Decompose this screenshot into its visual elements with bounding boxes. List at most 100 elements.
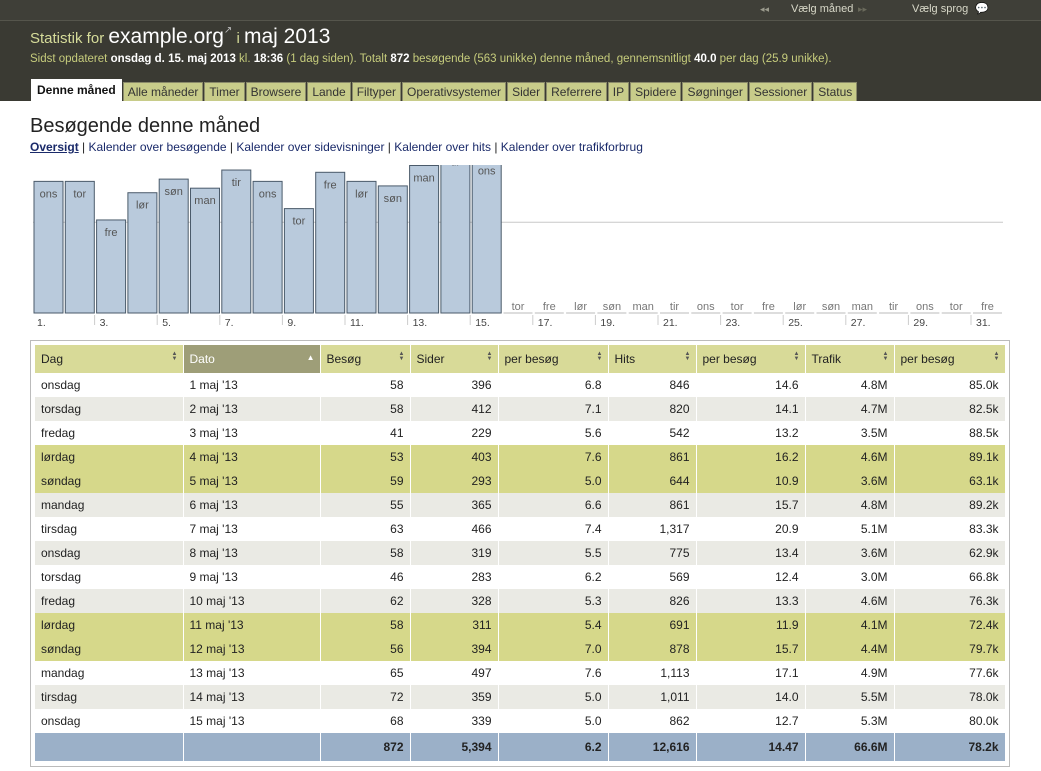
sort-icon[interactable]: ▲▼: [596, 351, 603, 361]
table-cell: onsdag: [35, 373, 184, 397]
table-cell: 11 maj '13: [183, 613, 321, 637]
column-header[interactable]: Dag ▲▼: [35, 345, 184, 373]
subnav-kalender-trafik[interactable]: Kalender over trafikforbrug: [500, 140, 643, 154]
table-cell: 6.8: [498, 373, 609, 397]
subnav-kalender-hits[interactable]: Kalender over hits: [394, 140, 491, 154]
table-cell: 16.2: [696, 445, 806, 469]
tab-timer[interactable]: Timer: [204, 82, 245, 101]
sort-icon[interactable]: ▲▼: [486, 351, 493, 361]
tab-denne-maned[interactable]: Denne måned: [31, 79, 122, 101]
table-cell: 62.9k: [894, 541, 1006, 565]
column-header[interactable]: per besøg ▲▼: [498, 345, 609, 373]
table-cell: 396: [410, 373, 499, 397]
speech-bubble-icon[interactable]: 💬: [975, 3, 989, 15]
table-cell: 7.1: [498, 397, 609, 421]
sort-icon[interactable]: ▲▼: [684, 351, 691, 361]
x-tick-label: 15.: [475, 317, 490, 329]
column-header-label: per besøg: [702, 352, 757, 366]
table-cell: 3.0M: [805, 565, 895, 589]
external-link-icon[interactable]: ↗: [223, 25, 233, 36]
table-cell: 12.4: [696, 565, 806, 589]
bar-day-label: søn: [603, 301, 621, 313]
table-row: lørdag 11 maj '13 58 311 5.4 691 11.9 4.1M 72.4k: [35, 613, 1006, 637]
tab-referrere[interactable]: Referrere: [546, 82, 607, 101]
table-cell: 862: [608, 709, 697, 733]
tab-operativsystemer[interactable]: Operativsystemer: [402, 82, 507, 101]
table-cell: 65: [320, 661, 411, 685]
table-cell: mandag: [35, 661, 184, 685]
bar-day-label: lør: [793, 301, 806, 313]
table-cell: 328: [410, 589, 499, 613]
total-cell: 78.2k: [894, 733, 1006, 761]
table-cell: 46: [320, 565, 411, 589]
tab-sogninger[interactable]: Søgninger: [682, 82, 748, 101]
sort-icon[interactable]: ▲▼: [793, 351, 800, 361]
table-cell: 5.3: [498, 589, 609, 613]
bar-day-label: man: [413, 172, 434, 184]
chart-bar: [346, 180, 377, 314]
bar-day-label: ons: [40, 188, 58, 200]
tab-sessioner[interactable]: Sessioner: [748, 82, 813, 101]
bar-day-label: fre: [981, 301, 994, 313]
table-cell: 861: [608, 493, 697, 517]
tab-filtyper[interactable]: Filtyper: [351, 82, 402, 101]
sort-icon[interactable]: ▲▼: [398, 351, 405, 361]
chart-bar: [33, 180, 64, 314]
table-cell: 4.7M: [805, 397, 895, 421]
table-cell: 63: [320, 517, 411, 541]
header-bar: ◂◂ Vælg måned ▸▸ Vælg sprog 💬 Statistik …: [0, 0, 1041, 101]
table-row: onsdag 8 maj '13 58 319 5.5 775 13.4 3.6M 62.9k: [35, 541, 1006, 565]
tab-lande[interactable]: Lande: [307, 82, 351, 101]
section-heading: Besøgende denne måned: [30, 115, 261, 137]
table-cell: 339: [410, 709, 499, 733]
tab-browsere[interactable]: Browsere: [245, 82, 307, 101]
sort-icon[interactable]: ▲▼: [993, 351, 1000, 361]
column-header[interactable]: Dato ▲: [183, 345, 321, 373]
bar-day-label: man: [852, 301, 873, 313]
tab-alle-maneder[interactable]: Alle måneder: [122, 82, 204, 101]
table-cell: 7.0: [498, 637, 609, 661]
tab-status[interactable]: Status: [813, 82, 858, 101]
table-cell: 82.5k: [894, 397, 1006, 421]
sort-icon[interactable]: ▲▼: [882, 351, 889, 361]
column-header[interactable]: Sider ▲▼: [410, 345, 499, 373]
table-cell: 55: [320, 493, 411, 517]
sort-icon[interactable]: ▲▼: [171, 351, 178, 361]
prev-month-button[interactable]: ◂◂: [760, 3, 769, 15]
column-header[interactable]: Besøg ▲▼: [320, 345, 411, 373]
tab-ip[interactable]: IP: [607, 82, 630, 101]
table-cell: tirsdag: [35, 685, 184, 709]
table-cell: 59: [320, 469, 411, 493]
site-name-link[interactable]: example.org: [108, 25, 224, 48]
subnav-kalender-besogende[interactable]: Kalender over besøgende: [88, 140, 227, 154]
chart-bar: [190, 187, 220, 314]
select-month-link[interactable]: Vælg måned: [791, 3, 854, 15]
bar-day-label: søn: [384, 193, 402, 205]
table-cell: tirsdag: [35, 517, 184, 541]
chart-bar: [377, 185, 408, 314]
next-month-button[interactable]: ▸▸: [858, 3, 867, 15]
table-cell: 466: [410, 517, 499, 541]
table-cell: 846: [608, 373, 697, 397]
subnav-kalender-sidevisninger[interactable]: Kalender over sidevisninger: [236, 140, 385, 154]
subnav-oversigt[interactable]: Oversigt: [30, 140, 79, 154]
select-language-link[interactable]: Vælg sprog: [912, 3, 969, 15]
x-tick-label: 3.: [100, 317, 109, 329]
column-header[interactable]: per besøg ▲▼: [696, 345, 806, 373]
chart-bar: [64, 180, 95, 314]
column-header[interactable]: per besøg ▲▼: [894, 345, 1006, 373]
table-cell: 229: [410, 421, 499, 445]
column-header[interactable]: Hits ▲▼: [608, 345, 697, 373]
table-cell: 878: [608, 637, 697, 661]
table-cell: 13.3: [696, 589, 806, 613]
table-cell: 68: [320, 709, 411, 733]
tab-sider[interactable]: Sider: [507, 82, 546, 101]
chart-bar: [409, 165, 440, 314]
column-header[interactable]: Trafik ▲▼: [805, 345, 895, 373]
table-cell: 542: [608, 421, 697, 445]
sort-ascending-icon[interactable]: ▲: [306, 353, 315, 362]
table-cell: 365: [410, 493, 499, 517]
tab-spidere[interactable]: Spidere: [630, 82, 682, 101]
table-cell: 15.7: [696, 493, 806, 517]
chart-bar: [283, 208, 314, 314]
